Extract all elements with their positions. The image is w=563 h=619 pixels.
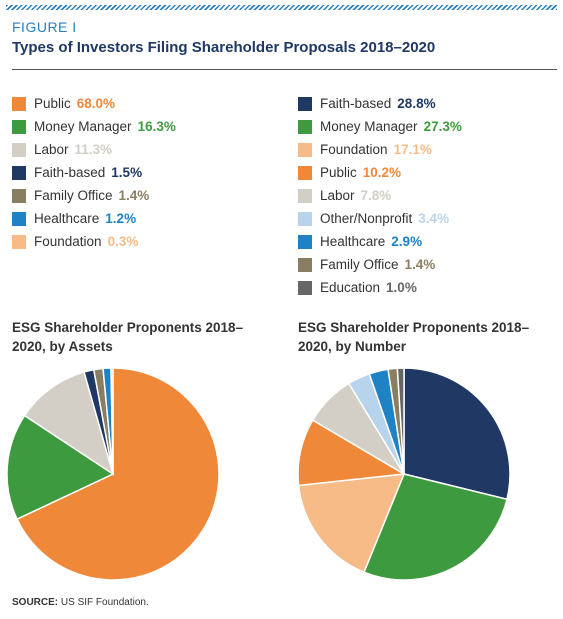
legend-value: 1.5% [111,165,143,180]
legend-value: 7.8% [360,188,392,203]
legend-swatch [298,257,312,272]
legend-value: 1.4% [118,188,150,203]
legend-item: Money Manager 16.3% [12,115,176,138]
legend-value: 3.4% [418,211,450,226]
source-text: US SIF Foundation. [60,597,149,608]
legend-swatch [298,96,312,111]
legend-label: Foundation [320,142,388,157]
figure-title: Types of Investors Filing Shareholder Pr… [12,39,436,56]
legend-swatch [12,96,26,111]
legend-swatch [298,280,312,295]
legend-label: Other/Nonprofit [320,211,413,226]
legend-item: Healthcare 2.9% [298,230,462,253]
legend-swatch [12,234,26,249]
legend-item: Public 68.0% [12,92,176,115]
legend-value: 11.3% [74,142,113,157]
legend-value: 16.3% [137,119,176,134]
legend-swatch [298,142,312,157]
pie-slice [110,367,114,475]
source-label: SOURCE: [12,597,59,608]
legend-value: 1.4% [404,257,436,272]
legend-swatch [12,119,26,134]
legend-label: Public [34,96,71,111]
legend-item: Foundation 17.1% [298,138,462,161]
legend-label: Money Manager [320,119,418,134]
pie-slice [297,473,406,574]
pie-slice [403,367,511,501]
legend-label: Foundation [34,234,102,249]
decor-stripe [6,5,557,10]
legend-item: Foundation 0.3% [12,230,176,253]
pie-slice [16,367,220,581]
legend-item: Family Office 1.4% [12,184,176,207]
pie-title: ESG Shareholder Proponents 2018–2020, by… [12,320,244,354]
legend-label: Healthcare [34,211,100,226]
legend-swatch [298,119,312,134]
title-rule [12,69,557,70]
legend-item: Family Office 1.4% [298,253,462,276]
legend-swatch [12,188,26,203]
legend-swatch [12,211,26,226]
legend-value: 1.2% [105,211,137,226]
legend-label: Labor [34,142,69,157]
legend-item: Faith-based 1.5% [12,161,176,184]
source: SOURCE: US SIF Foundation. [12,597,149,608]
legend-swatch [298,188,312,203]
legend-value: 1.0% [386,280,417,295]
pie-slice [363,473,508,581]
legend-swatch [298,165,312,180]
legend-label: Family Office [34,188,113,203]
legend-value: 17.1% [393,142,432,157]
legend-label: Public [320,165,357,180]
legend-item: Public 10.2% [298,161,462,184]
legend-label: Labor [320,188,355,203]
figure-label: FIGURE I [12,19,77,35]
pie-slice [6,414,115,521]
legend: Public 68.0% Money Manager 16.3% Labor 11.3% F… [12,92,176,253]
legend-swatch [12,142,26,157]
legend-label: Faith-based [320,96,392,111]
legend-item: Other/Nonprofit 3.4% [298,207,462,230]
legend-item: Education 1.0% [298,276,462,299]
legend-value: 27.3% [423,119,462,134]
legend-label: Money Manager [34,119,132,134]
pie-title: ESG Shareholder Proponents 2018–2020, by… [298,320,530,354]
legend-item: Faith-based 28.8% [298,92,462,115]
legend-value: 28.8% [397,96,436,111]
legend-value: 68.0% [76,96,116,111]
legend-swatch [12,165,26,180]
legend-label: Healthcare [320,234,386,249]
legend-label: Education [320,280,381,295]
legend: Faith-based 28.8% Money Manager 27.3% Founda… [298,92,462,299]
legend-value: 2.9% [391,234,423,249]
legend-value: 0.3% [107,234,139,249]
legend-swatch [298,234,312,249]
legend-value: 10.2% [362,165,402,180]
legend-label: Faith-based [34,165,106,180]
legend-swatch [298,211,312,226]
pie-slice [396,367,405,475]
legend-item: Labor 7.8% [298,184,462,207]
legend-label: Family Office [320,257,399,272]
legend-item: Money Manager 27.3% [298,115,462,138]
legend-item: Labor 11.3% [12,138,176,161]
legend-item: Healthcare 1.2% [12,207,176,230]
